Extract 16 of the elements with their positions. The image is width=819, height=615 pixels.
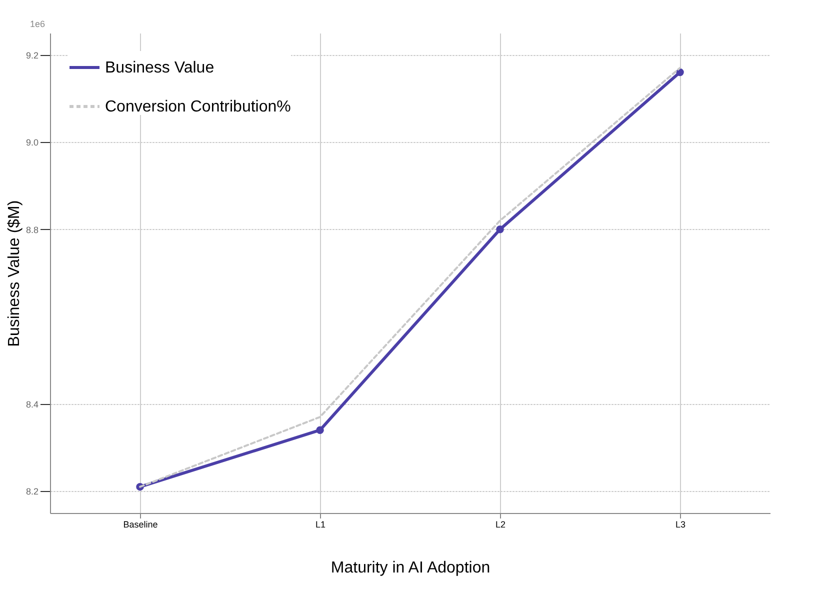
x-tick-label: L3 — [675, 520, 686, 530]
x-tick-label: L1 — [315, 520, 326, 530]
x-tick-label: L2 — [495, 520, 506, 530]
x-axis-title: Maturity in AI Adoption — [330, 560, 490, 576]
legend-label: Conversion Contribution% — [105, 98, 291, 116]
y-axis-title: Business Value ($M) — [6, 200, 23, 347]
point — [316, 426, 324, 434]
legend-label: Business Value — [105, 60, 214, 76]
y-tick-label: 8.2 — [26, 486, 38, 497]
text: 1e6 — [30, 19, 46, 29]
point — [496, 226, 504, 234]
y-tick-label: 8.4 — [26, 399, 38, 410]
y-tick-label: 9.0 — [26, 138, 38, 148]
y-tick-label: 8.8 — [26, 224, 38, 235]
x-tick-label: Baseline — [123, 520, 158, 530]
y-tick-label: 9.2 — [26, 50, 38, 60]
